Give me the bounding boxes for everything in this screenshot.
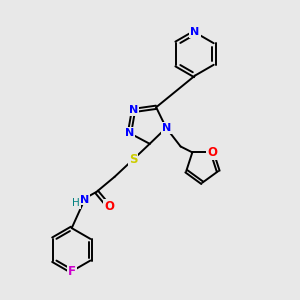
Text: F: F [68,265,76,278]
Text: N: N [162,123,171,133]
Text: S: S [129,153,137,166]
Text: N: N [190,27,200,38]
Text: O: O [207,146,217,159]
Text: O: O [104,200,114,213]
Text: N: N [129,106,138,116]
Text: N: N [125,128,134,138]
Text: N: N [80,195,89,205]
Text: H: H [72,198,80,208]
